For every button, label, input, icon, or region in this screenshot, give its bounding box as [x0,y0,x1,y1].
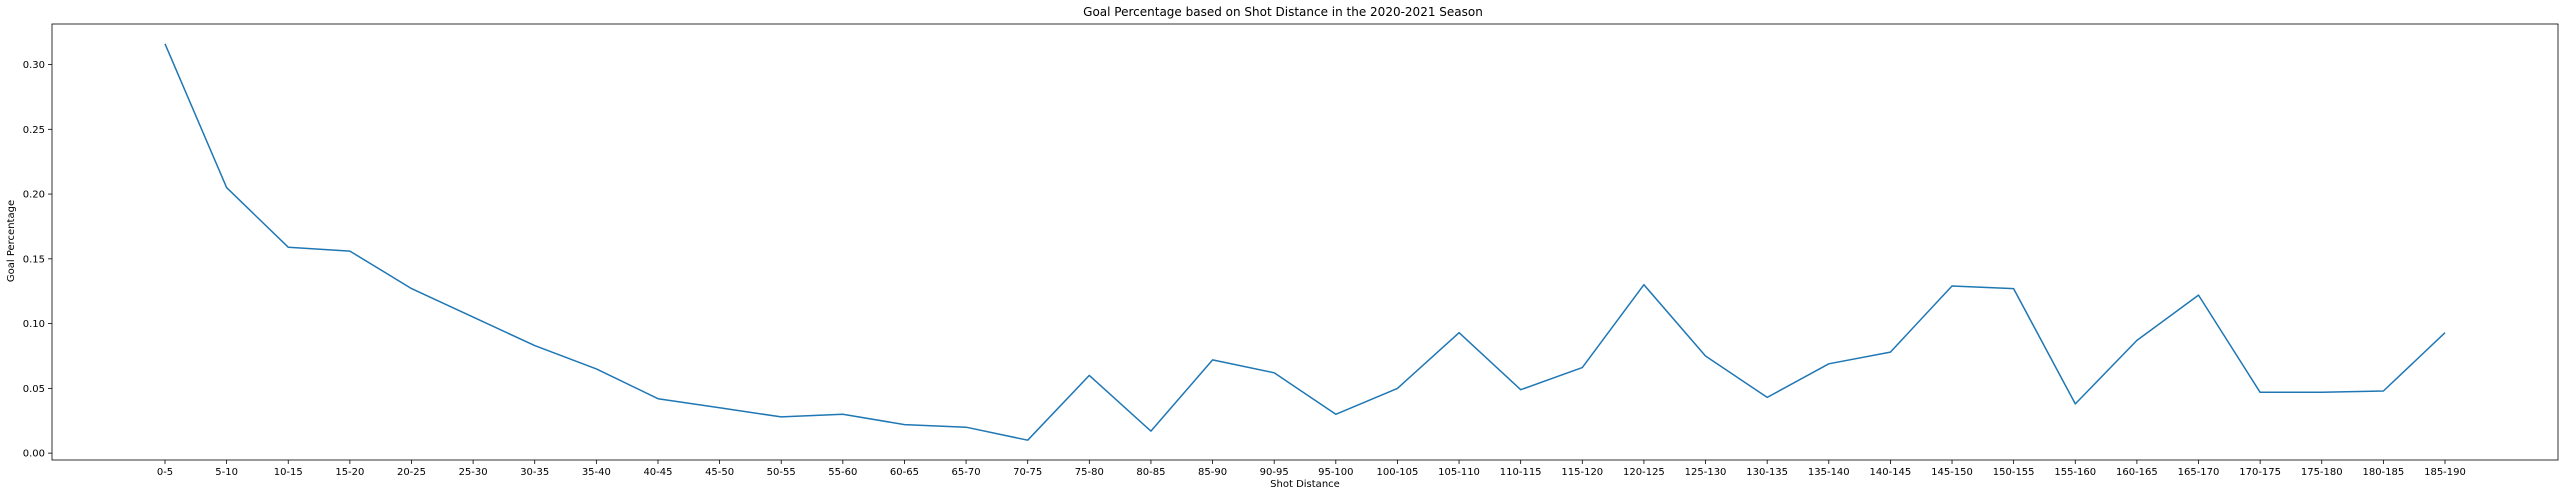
axes-frame [51,23,2559,461]
x-tick-label: 155-160 [2054,467,2096,478]
x-tick-label: 150-155 [1993,467,2035,478]
x-tick-label: 140-145 [1870,467,1912,478]
x-tick-label: 25-30 [459,467,488,478]
x-tick-label: 40-45 [643,467,672,478]
x-tick-label: 180-185 [2362,467,2404,478]
y-tick-label: 0.05 [23,384,45,395]
plot-area: 0.00 0.05 0.10 0.15 0.20 0.25 0.30 0-5 5-10 10-15… [23,23,2559,478]
x-tick-label: 45-50 [705,467,734,478]
x-tick-label: 80-85 [1136,467,1165,478]
x-tick-label: 130-135 [1746,467,1788,478]
x-tick-label: 110-115 [1500,467,1542,478]
x-axis-label: Shot Distance [1270,479,1340,490]
y-tick-label: 0.10 [23,319,45,330]
x-tick-label: 10-15 [274,467,303,478]
x-tick-label: 90-95 [1260,467,1289,478]
x-tick-label: 115-120 [1561,467,1603,478]
x-tick-label: 95-100 [1318,467,1353,478]
x-tick-label: 135-140 [1808,467,1850,478]
x-tick-label: 65-70 [952,467,981,478]
x-tick-label: 120-125 [1623,467,1665,478]
x-tick-label: 20-25 [397,467,426,478]
x-tick-label: 125-130 [1685,467,1727,478]
x-tick-label: 105-110 [1438,467,1480,478]
y-tick-label: 0.20 [23,190,45,201]
x-tick-label: 160-165 [2116,467,2158,478]
x-tick-label: 30-35 [520,467,549,478]
x-tick-label: 100-105 [1377,467,1419,478]
x-tick-label: 170-175 [2239,467,2281,478]
x-tick-label: 175-180 [2301,467,2343,478]
x-tick-label: 55-60 [828,467,857,478]
y-tick-label: 0.00 [23,449,45,460]
x-tick-label: 35-40 [582,467,611,478]
series-line [164,43,2446,441]
x-tick-label: 185-190 [2424,467,2466,478]
y-tick-label: 0.15 [23,254,45,265]
y-tick-label: 0.25 [23,125,45,136]
x-tick-label: 85-90 [1198,467,1227,478]
x-tick-label: 5-10 [215,467,238,478]
x-tick-label: 15-20 [335,467,364,478]
x-tick-label: 60-65 [890,467,919,478]
x-tick-label: 50-55 [767,467,796,478]
x-tick-label: 70-75 [1013,467,1042,478]
x-tick-label: 75-80 [1075,467,1104,478]
x-tick-label: 145-150 [1931,467,1973,478]
x-tick-label: 165-170 [2178,467,2220,478]
y-axis-label: Goal Percentage [6,200,17,282]
chart-title: Goal Percentage based on Shot Distance i… [1083,5,1483,19]
x-tick-label: 0-5 [157,467,173,478]
y-tick-label: 0.30 [23,60,45,71]
